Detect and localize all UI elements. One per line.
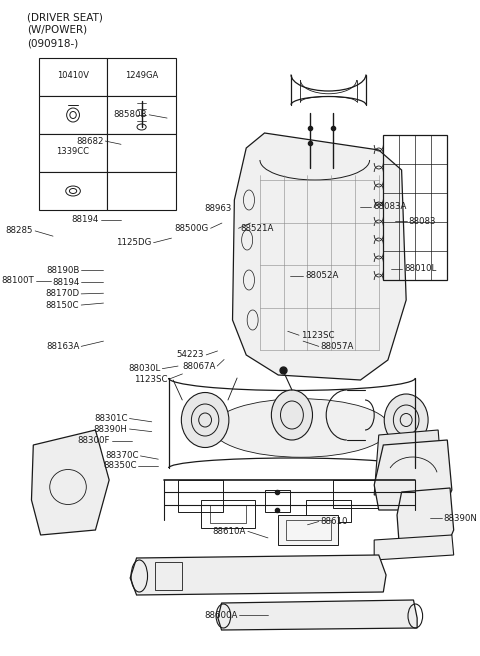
Bar — [108, 96, 176, 134]
Text: 54223: 54223 — [177, 350, 204, 359]
Text: 88150C: 88150C — [46, 300, 79, 310]
Text: 88194: 88194 — [52, 277, 79, 287]
Text: 1249GA: 1249GA — [125, 71, 158, 79]
Text: 88010L: 88010L — [404, 264, 436, 274]
Polygon shape — [32, 430, 109, 535]
Text: 88350C: 88350C — [103, 461, 136, 470]
Text: 88052A: 88052A — [305, 271, 339, 280]
Text: 88580B: 88580B — [114, 110, 147, 119]
Bar — [108, 58, 176, 96]
Text: 1125DG: 1125DG — [116, 238, 152, 247]
Text: 88500G: 88500G — [175, 224, 209, 233]
Text: 88163A: 88163A — [46, 342, 79, 351]
Text: 88083: 88083 — [408, 216, 436, 226]
Bar — [108, 134, 176, 172]
Polygon shape — [130, 555, 386, 595]
Text: 88301C: 88301C — [94, 414, 128, 423]
Polygon shape — [374, 440, 452, 510]
Bar — [39, 96, 108, 134]
Bar — [306, 500, 351, 522]
Bar — [333, 480, 384, 508]
Text: 88030L: 88030L — [128, 364, 160, 373]
Text: 88170D: 88170D — [45, 289, 79, 298]
Bar — [384, 135, 447, 280]
Polygon shape — [397, 488, 454, 545]
Text: 88300F: 88300F — [78, 436, 110, 445]
Bar — [264, 490, 290, 512]
Bar — [155, 562, 182, 590]
Bar — [286, 520, 331, 540]
Text: 88190B: 88190B — [46, 266, 79, 275]
Text: 88390N: 88390N — [444, 514, 477, 523]
Bar — [210, 505, 246, 523]
Ellipse shape — [181, 392, 229, 447]
Text: 88370C: 88370C — [105, 451, 139, 461]
Text: 88057A: 88057A — [321, 342, 354, 351]
Bar — [39, 172, 108, 210]
Ellipse shape — [212, 399, 390, 457]
Text: 88285: 88285 — [6, 226, 33, 236]
Bar — [278, 515, 337, 545]
Text: 88600A: 88600A — [204, 611, 237, 620]
Ellipse shape — [271, 390, 312, 440]
Text: (090918-): (090918-) — [27, 38, 78, 48]
Text: 1123SC: 1123SC — [133, 375, 167, 384]
Text: 88610: 88610 — [321, 517, 348, 526]
Polygon shape — [232, 133, 406, 380]
Text: 88521A: 88521A — [240, 224, 274, 233]
Text: 88100T: 88100T — [2, 276, 35, 285]
Polygon shape — [218, 600, 417, 630]
Bar — [39, 58, 108, 96]
Bar — [178, 480, 223, 512]
Text: 88067A: 88067A — [182, 361, 216, 371]
Text: 88194: 88194 — [72, 215, 99, 224]
Text: 88682: 88682 — [76, 136, 104, 146]
Bar — [201, 500, 255, 528]
Bar — [39, 134, 108, 172]
Polygon shape — [374, 430, 443, 495]
Text: 1123SC: 1123SC — [301, 331, 335, 340]
Text: 1339CC: 1339CC — [57, 146, 90, 155]
Text: 88390H: 88390H — [94, 424, 128, 434]
Text: 88083A: 88083A — [373, 202, 407, 211]
Polygon shape — [374, 535, 454, 560]
Bar — [108, 172, 176, 210]
Ellipse shape — [384, 394, 428, 446]
Text: (DRIVER SEAT): (DRIVER SEAT) — [27, 12, 103, 22]
Text: 88610A: 88610A — [213, 527, 246, 536]
Text: 88963: 88963 — [204, 204, 232, 213]
Text: (W/POWER): (W/POWER) — [27, 25, 87, 35]
Text: 10410V: 10410V — [57, 71, 89, 79]
